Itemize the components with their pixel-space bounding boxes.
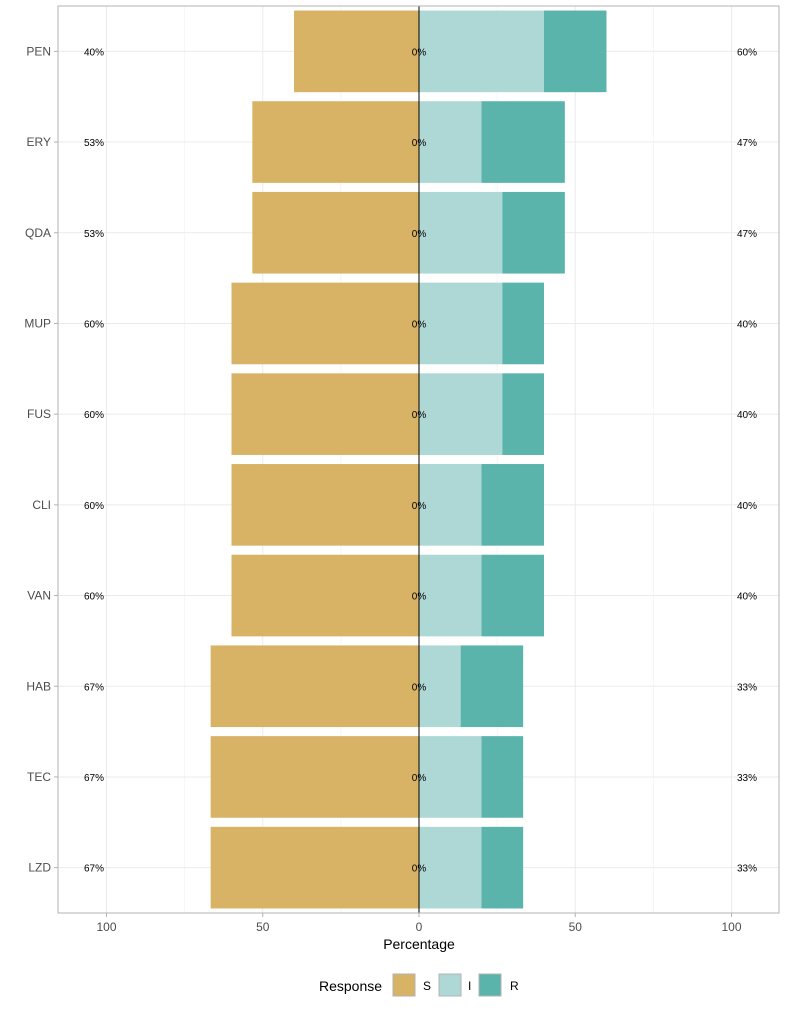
left-pct-label: 53% (84, 138, 104, 149)
axes: 100 50 0 50 100 Percentage (54, 5, 780, 952)
right-pct-label: 33% (737, 682, 757, 693)
bar-R-fus (502, 373, 544, 455)
category-label: TEC (27, 770, 51, 784)
bar-S-tec (210, 736, 419, 818)
right-pct-label: 47% (737, 229, 757, 240)
bar-I-tec (419, 736, 482, 818)
category-label: LZD (28, 861, 51, 875)
right-pct-label: 47% (737, 138, 757, 149)
legend-key-S (392, 973, 416, 997)
bar-I-lzd (419, 826, 482, 909)
bar-S-fus (231, 373, 419, 455)
bar-I-hab (419, 645, 461, 728)
x-tick-label: 50 (256, 920, 270, 934)
x-tick-label: 50 (569, 920, 583, 934)
bar-R-tec (481, 736, 524, 818)
bar-S-qda (252, 191, 419, 274)
bar-R-mup (502, 282, 544, 365)
left-pct-label: 60% (84, 501, 104, 512)
right-pct-label: 40% (737, 410, 757, 421)
left-pct-label: 53% (84, 229, 104, 240)
bar-S-van (231, 554, 419, 637)
left-pct-label: 60% (84, 592, 104, 603)
left-pct-label: 67% (84, 773, 104, 784)
bar-S-hab (210, 645, 419, 728)
bar-I-pen (419, 10, 544, 93)
category-label: CLI (32, 498, 51, 512)
legend-title: Response (319, 978, 382, 994)
category-label: HAB (26, 679, 51, 693)
x-tick-label: 100 (721, 920, 741, 934)
right-pct-label: 40% (737, 319, 757, 330)
center-pct-label: 0% (412, 773, 427, 784)
right-pct-label: 60% (737, 47, 757, 58)
right-pct-label: 40% (737, 592, 757, 603)
category-label: QDA (25, 226, 51, 240)
right-pct-label: 33% (737, 773, 757, 784)
legend-label-R: R (510, 979, 519, 993)
category-label: MUP (24, 316, 51, 330)
bar-I-ery (419, 101, 482, 183)
legend-key-R (478, 973, 502, 997)
bar-R-cli (481, 464, 544, 546)
legend-label-I: I (468, 979, 471, 993)
bar-I-van (419, 554, 482, 637)
bar-R-ery (481, 101, 565, 183)
center-pct-label: 0% (412, 47, 427, 58)
left-pct-label: 60% (84, 319, 104, 330)
left-pct-label: 67% (84, 864, 104, 875)
right-pct-label: 40% (737, 501, 757, 512)
bar-R-qda (502, 191, 565, 274)
legend-key-I (438, 973, 462, 997)
right-pct-label: 33% (737, 864, 757, 875)
bar-S-pen (294, 10, 419, 93)
category-label: VAN (27, 589, 51, 603)
center-pct-label: 0% (412, 592, 427, 603)
left-pct-label: 60% (84, 410, 104, 421)
x-tick-label: 0 (416, 920, 423, 934)
center-pct-label: 0% (412, 682, 427, 693)
category-label: FUS (27, 407, 51, 421)
bar-S-cli (231, 464, 419, 546)
bar-S-mup (231, 282, 419, 365)
center-pct-label: 0% (412, 864, 427, 875)
category-label: PEN (26, 44, 51, 58)
bars (210, 6, 607, 913)
value-labels: 40% 0% 60% PEN 53% 0% 47% ERY 53% 0% 47% QDA 60% 0% 40… (24, 44, 757, 874)
bar-R-lzd (481, 826, 524, 909)
left-pct-label: 67% (84, 682, 104, 693)
category-label: ERY (27, 135, 51, 149)
x-tick-label: 100 (96, 920, 116, 934)
center-pct-label: 0% (412, 410, 427, 421)
bar-R-pen (544, 10, 607, 93)
bar-S-lzd (210, 826, 419, 909)
bar-I-cli (419, 464, 482, 546)
x-axis-title: Percentage (383, 936, 455, 952)
bar-R-van (481, 554, 544, 637)
legend-label-S: S (423, 979, 431, 993)
bar-S-ery (252, 101, 419, 183)
center-pct-label: 0% (412, 501, 427, 512)
left-pct-label: 40% (84, 47, 104, 58)
bar-R-hab (460, 645, 524, 728)
center-pct-label: 0% (412, 319, 427, 330)
center-pct-label: 0% (412, 138, 427, 149)
bar-I-fus (419, 373, 503, 455)
bar-I-qda (419, 191, 503, 274)
legend: Response S I R (319, 973, 519, 997)
center-pct-label: 0% (412, 229, 427, 240)
bar-I-mup (419, 282, 503, 365)
